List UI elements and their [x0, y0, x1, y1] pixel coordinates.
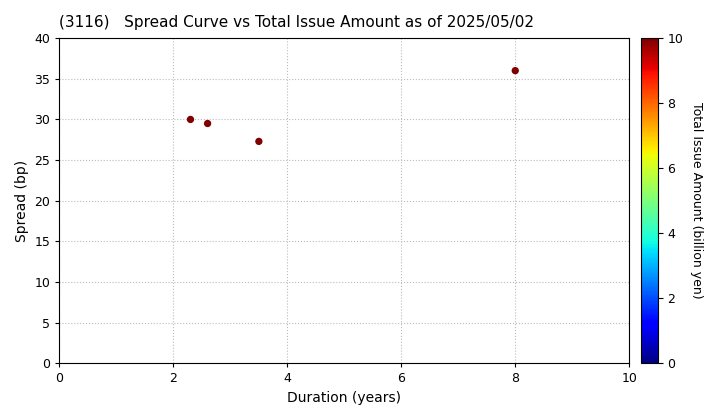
Text: (3116)   Spread Curve vs Total Issue Amount as of 2025/05/02: (3116) Spread Curve vs Total Issue Amoun…: [60, 15, 534, 30]
Point: [510, 67, 521, 74]
Y-axis label: Spread (bp): Spread (bp): [15, 160, 29, 242]
Point: [185, 116, 197, 123]
Point: [253, 138, 265, 145]
Y-axis label: Total Issue Amount (billion yen): Total Issue Amount (billion yen): [690, 102, 703, 299]
X-axis label: Duration (years): Duration (years): [287, 391, 401, 405]
Point: [202, 120, 213, 127]
